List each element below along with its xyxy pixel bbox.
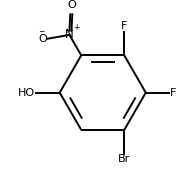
Text: F: F <box>121 21 127 31</box>
Text: O: O <box>67 0 76 10</box>
Text: O: O <box>38 34 47 44</box>
Text: Br: Br <box>118 154 130 164</box>
Text: −: − <box>38 27 45 36</box>
Text: +: + <box>73 22 79 32</box>
Text: N: N <box>65 28 74 41</box>
Text: F: F <box>170 88 177 98</box>
Text: HO: HO <box>18 88 35 98</box>
